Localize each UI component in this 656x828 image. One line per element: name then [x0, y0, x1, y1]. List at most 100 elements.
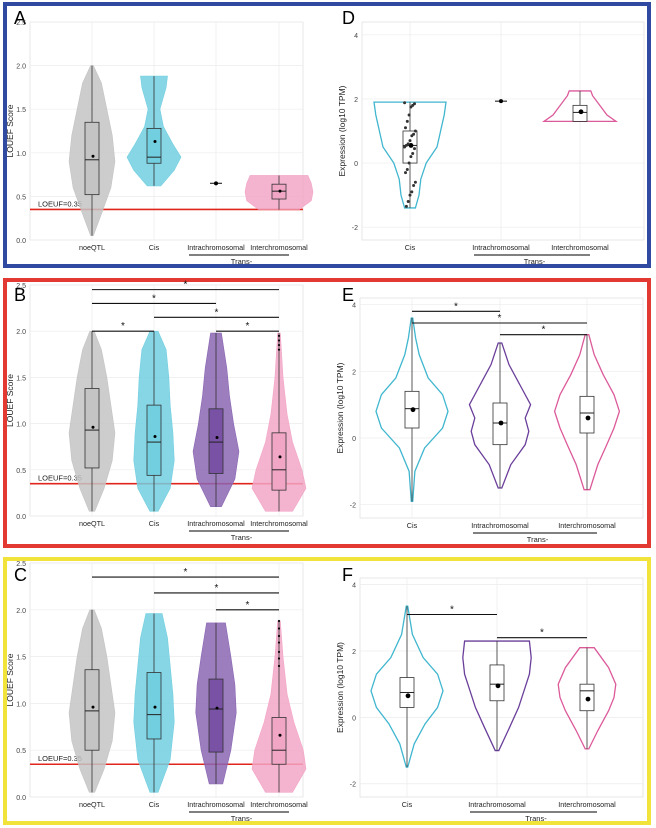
x-tick-label-f-0: Cis	[402, 800, 413, 809]
violin-a-cis-box	[146, 127, 162, 164]
violin-d-cis-data-point-5	[405, 119, 409, 123]
violin-d-cis-data-point-7	[413, 129, 417, 133]
violin-d-cis-data-point-0	[403, 101, 407, 105]
y-tick-label-e-3: 4	[352, 303, 356, 310]
outlier-b-3	[277, 348, 281, 351]
trans-group-label-d: Trans-	[524, 257, 546, 266]
y-tick-label-a-3: 1.5	[16, 107, 26, 114]
y-tick-label-f-0: -2	[350, 782, 356, 789]
violin-d-cis-data-point-13	[403, 145, 407, 149]
significance-star-b-4: *	[246, 321, 250, 332]
significance-star-b-1: *	[152, 293, 156, 304]
violin-d-cis-data-point-17	[407, 161, 411, 165]
panel-label-c: C	[14, 565, 27, 585]
y-axis-label-d: Expression (log10 TPM)	[337, 85, 347, 176]
outlier-b-0	[277, 339, 281, 342]
y-axis-label-a: LOUEF Score	[5, 104, 15, 157]
violin-f-intrachromosomal-body	[462, 640, 532, 752]
trans-group-label-f: Trans-	[525, 814, 547, 823]
violin-a-cis-mean-point	[153, 139, 157, 143]
y-tick-label-c-3: 1.5	[16, 655, 26, 662]
violin-d-cis-data-point-10	[408, 139, 412, 143]
violin-c-interchromosomal-mean-point	[278, 733, 282, 737]
y-tick-label-a-2: 1.0	[16, 151, 26, 158]
panel-group-frame-bottom	[3, 557, 651, 825]
violin-d-cis-data-point-24	[406, 200, 410, 204]
y-tick-label-e-1: 0	[352, 436, 356, 443]
x-tick-label-e-2: Interchromosomal	[558, 521, 616, 530]
x-tick-label-f-2: Interchromosomal	[558, 800, 616, 809]
violin-b-interchromosomal-mean-point	[278, 455, 282, 459]
violin-d-cis-data-point-15	[411, 151, 415, 155]
y-tick-label-a-0: 0.0	[16, 238, 26, 245]
y-tick-label-e-0: -2	[350, 503, 356, 510]
violin-d-cis-data-point-3	[409, 105, 413, 109]
violin-e-interchromosomal-box	[579, 395, 595, 434]
violin-f-intrachromosomal-mean-point	[495, 683, 501, 689]
violin-a-noeqtl-mean-point	[91, 154, 95, 158]
y-tick-label-a-4: 2.0	[16, 64, 26, 71]
y-tick-label-b-5: 2.5	[16, 283, 26, 290]
outlier-c-0	[277, 619, 281, 623]
panel-label-f: F	[342, 565, 353, 585]
y-tick-label-a-5: 2.5	[16, 20, 26, 27]
violin-d-cis-data-point-25	[404, 204, 408, 208]
trans-group-label-c: Trans-	[231, 814, 253, 823]
panel-label-e: E	[342, 285, 354, 305]
violin-b-cis-box	[146, 404, 162, 476]
panel-label-d: D	[342, 8, 355, 28]
y-tick-label-c-4: 2.0	[16, 608, 26, 615]
violin-a-intrachromosomal-mean-point	[214, 181, 218, 186]
y-tick-label-c-5: 2.5	[16, 561, 26, 568]
panel-group-frame-top	[3, 2, 651, 268]
x-tick-label-a-1: Cis	[149, 243, 160, 252]
violin-e-interchromosomal-mean-point	[585, 415, 591, 421]
y-tick-label-a-1: 0.5	[16, 194, 26, 201]
y-tick-label-b-0: 0.0	[16, 514, 26, 521]
outlier-c-6	[277, 664, 281, 668]
x-tick-label-f-1: Intrachromosomal	[468, 800, 526, 809]
x-tick-label-d-1: Intrachromosomal	[472, 243, 530, 252]
violin-c-intrachromosomal-mean-point	[215, 706, 219, 710]
violin-d-cis-data-point-9	[410, 134, 414, 138]
y-tick-label-b-1: 0.5	[16, 468, 26, 475]
panel-group-frame-middle	[3, 278, 651, 548]
trans-group-label-a: Trans-	[231, 257, 253, 266]
x-tick-label-c-2: Intrachromosomal	[187, 800, 245, 809]
violin-f-cis-mean-point	[405, 693, 411, 699]
violin-d-cis-body	[373, 101, 447, 209]
y-axis-label-c: LOUEF Score	[5, 653, 15, 706]
violin-b-interchromosomal-box	[271, 432, 287, 491]
violin-d-cis-data-point-23	[408, 193, 412, 197]
violin-d-cis-data-point-4	[407, 113, 411, 117]
x-tick-label-c-0: noeQTL	[79, 800, 105, 809]
x-tick-label-c-1: Cis	[149, 800, 160, 809]
threshold-label-c: LOEUF=0.35	[38, 754, 82, 763]
outlier-c-4	[277, 650, 281, 654]
violin-d-cis-data-point-19	[404, 171, 407, 175]
significance-star-e-2: *	[542, 325, 546, 336]
violin-a-interchromosomal-mean-point	[278, 189, 282, 193]
threshold-label-b: LOEUF=0.35	[38, 474, 82, 483]
panel-label-b: B	[14, 285, 26, 305]
violin-d-cis-data-point-6	[404, 126, 407, 130]
violin-c-cis-mean-point	[153, 705, 157, 709]
x-tick-label-e-1: Intrachromosomal	[471, 521, 529, 530]
violin-d-cis-data-point-22	[410, 190, 414, 194]
violin-f-intrachromosomal-box	[489, 664, 505, 702]
x-tick-label-d-0: Cis	[405, 243, 416, 252]
violin-e-cis-mean-point	[410, 407, 416, 413]
y-tick-label-f-1: 0	[352, 715, 356, 722]
violin-c-noeqtl-box	[84, 669, 100, 751]
y-tick-label-d-2: 2	[354, 97, 358, 104]
violin-a-noeqtl-box	[84, 121, 100, 196]
violin-c-intrachromosomal-box	[208, 678, 224, 753]
x-tick-label-b-1: Cis	[149, 519, 160, 528]
x-tick-label-c-3: Interchromosomal	[250, 800, 308, 809]
x-tick-label-a-2: Intrachromosomal	[187, 243, 245, 252]
significance-star-c-1: *	[215, 583, 219, 594]
violin-c-interchromosomal-box	[271, 717, 287, 765]
violin-d-cis-mean-point	[408, 143, 414, 148]
y-tick-label-d-1: 0	[354, 161, 358, 168]
